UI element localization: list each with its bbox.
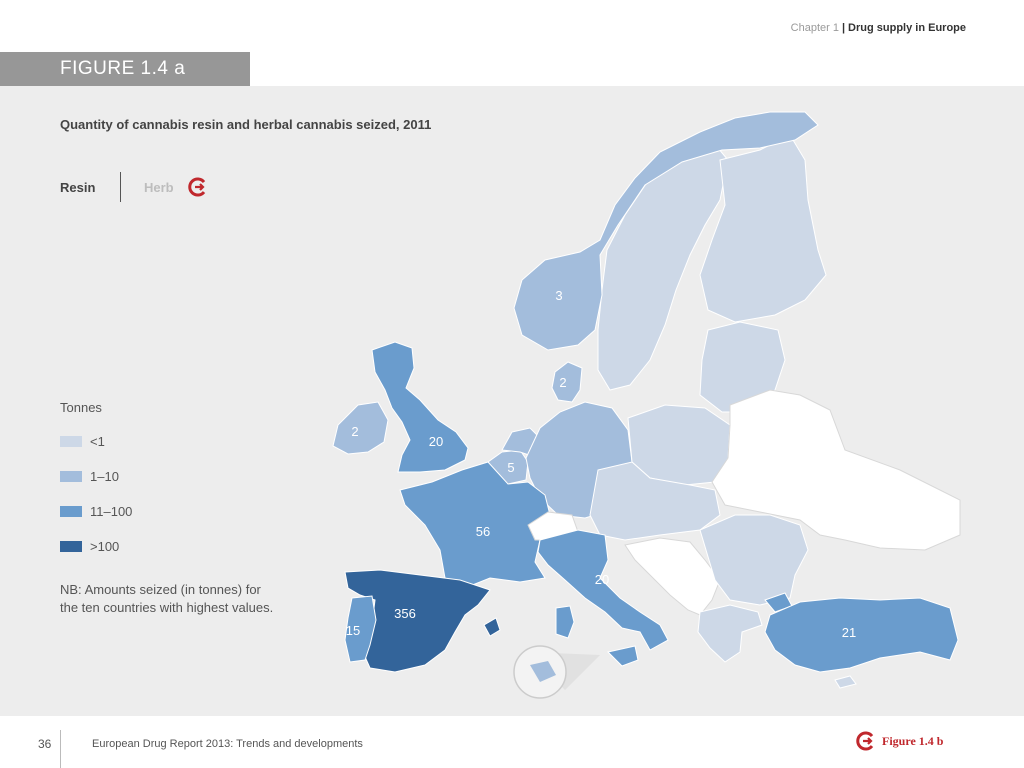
map-region-romania-bulgaria [699, 514, 809, 606]
legend-title: Tonnes [60, 400, 102, 415]
map-region-belarus-ukraine [711, 389, 961, 551]
map-value-italy: 20 [595, 572, 609, 587]
page-footer [0, 716, 1024, 768]
chapter-separator: | [841, 22, 846, 34]
map-value-ireland: 2 [351, 424, 358, 439]
footnote: NB: Amounts seized (in tonnes) for the t… [60, 582, 274, 615]
next-figure-label: Figure 1.4 b [882, 734, 944, 748]
footer-divider [60, 730, 61, 768]
map-region-cyprus [834, 675, 857, 689]
tab-resin[interactable]: Resin [60, 180, 96, 195]
figure-label-bar: FIGURE 1.4 a [0, 52, 250, 86]
section-title: Drug supply in Europe [848, 22, 966, 34]
map-region-turkey [764, 597, 959, 673]
map-region-norway [513, 111, 819, 351]
map-region-sardinia [555, 605, 575, 639]
map-value-belgium: 5 [507, 460, 514, 475]
map-region-portugal [344, 595, 377, 663]
map-region-italy [537, 529, 669, 651]
map-value-portugal: 15 [346, 623, 360, 638]
publication-title: European Drug Report 2013: Trends and de… [92, 738, 363, 750]
page-number: 36 [38, 737, 52, 751]
map-region-denmark [551, 361, 583, 403]
legend-swatch [60, 541, 82, 552]
arrow-circle-icon[interactable] [188, 177, 208, 197]
map-value-turkey: 21 [842, 625, 856, 640]
map-region-ireland [332, 401, 389, 455]
legend-label: 1–10 [90, 469, 119, 484]
chapter-header: Chapter 1 | Drug supply in Europe [791, 22, 966, 34]
legend-label: >100 [90, 539, 120, 554]
chapter-label: Chapter 1 [790, 22, 839, 34]
arrow-circle-icon [856, 731, 874, 751]
map-region-france [399, 461, 551, 589]
map-value-denmark: 2 [559, 375, 566, 390]
map-region-finland [699, 134, 827, 323]
map-region-balkans [624, 537, 721, 616]
map-value-united-kingdom: 20 [429, 434, 443, 449]
legend-label: 11–100 [90, 504, 133, 519]
map-region-united-kingdom [371, 341, 469, 473]
map-region-central-europe [589, 461, 721, 541]
map-value-spain: 356 [394, 606, 416, 621]
next-figure-link[interactable]: Figure 1.4 b [856, 731, 966, 751]
tab-divider [120, 172, 121, 202]
map-region-sicily [607, 645, 639, 667]
europe-map: 3 2 2 20 5 56 20 356 15 21 [332, 111, 961, 699]
inset-island [530, 661, 556, 682]
legend-swatch [60, 436, 82, 447]
figure-label: FIGURE 1.4 a [60, 58, 186, 79]
map-value-france: 56 [476, 524, 490, 539]
legend-swatch [60, 471, 82, 482]
map-value-norway: 3 [555, 288, 562, 303]
legend-swatch [60, 506, 82, 517]
legend-label: <1 [90, 434, 105, 449]
map-region-balearic [483, 617, 501, 637]
tab-herb[interactable]: Herb [144, 180, 174, 195]
figure-title: Quantity of cannabis resin and herbal ca… [60, 117, 432, 132]
map-region-greece [697, 604, 763, 663]
